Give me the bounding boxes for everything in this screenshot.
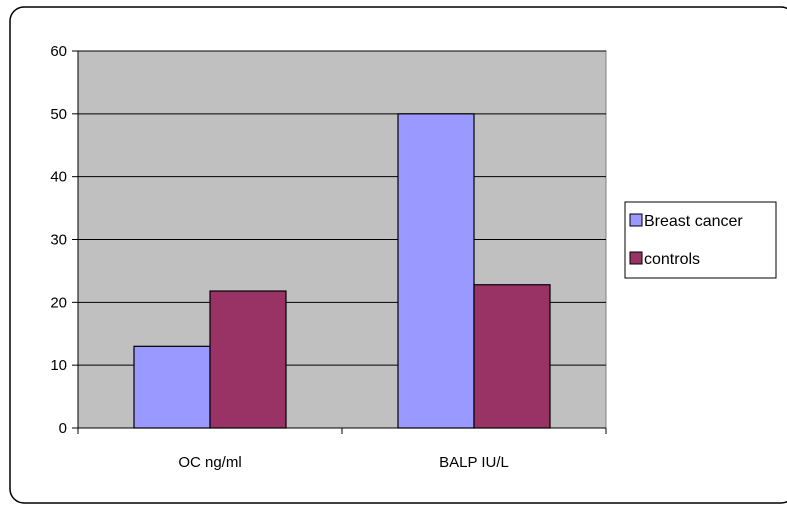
bar-controls-0: [209, 290, 287, 429]
legend-swatch: [629, 251, 643, 265]
legend: Breast cancer controls: [624, 201, 777, 279]
y-tick-label: 10: [50, 357, 67, 374]
bar-breast-cancer-0: [133, 345, 211, 429]
bar-breast-cancer-1: [397, 113, 475, 429]
bar-controls-1: [473, 284, 551, 429]
y-tick-label: 50: [50, 106, 67, 123]
bars: [133, 113, 551, 429]
x-category-label: OC ng/ml: [178, 454, 241, 471]
axes: 0 10 20 30 40 50 60 OC ng/ml BALP IU/L: [50, 43, 607, 471]
y-tick-label: 20: [50, 294, 67, 311]
y-tick-label: 30: [50, 232, 67, 249]
legend-box: [624, 201, 777, 279]
x-category-label: BALP IU/L: [439, 454, 509, 471]
legend-swatch: [629, 213, 643, 227]
y-tick-label: 60: [50, 43, 67, 60]
legend-label: controls: [644, 251, 700, 268]
y-tick-label: 40: [50, 169, 67, 186]
legend-label: Breast cancer: [644, 213, 743, 230]
y-tick-label: 0: [59, 420, 67, 437]
